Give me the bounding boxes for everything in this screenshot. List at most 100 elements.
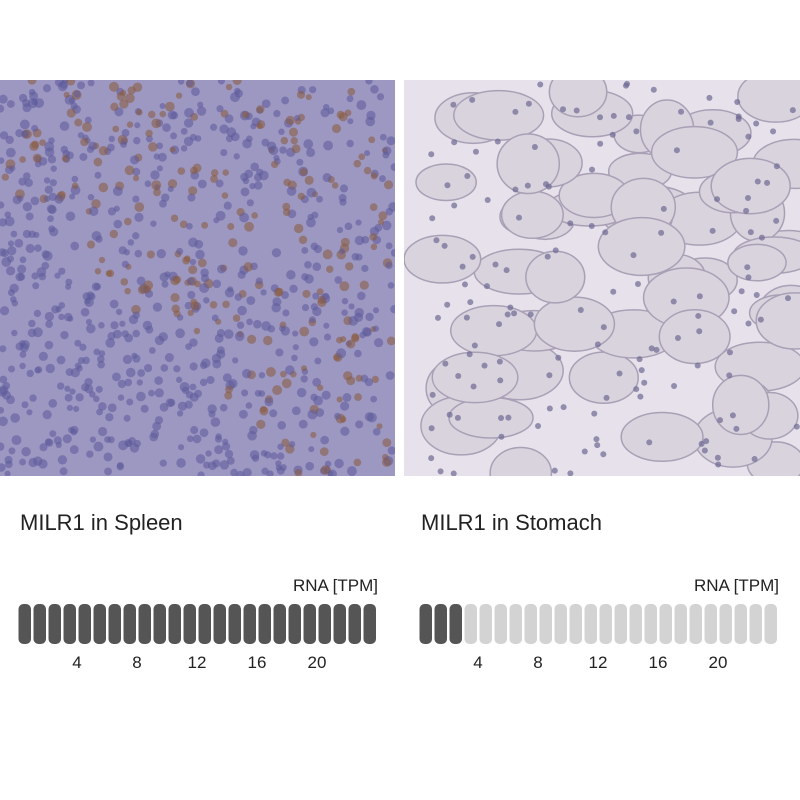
cell xyxy=(369,203,378,211)
cell xyxy=(98,145,109,156)
cell xyxy=(88,391,96,398)
cell xyxy=(331,124,342,134)
cell xyxy=(65,278,73,286)
cell xyxy=(385,242,393,250)
cell xyxy=(137,285,147,295)
cell xyxy=(208,410,216,418)
nucleus xyxy=(744,195,751,202)
cell xyxy=(122,354,133,365)
cell xyxy=(261,321,272,331)
cell xyxy=(300,375,308,383)
nucleus xyxy=(481,362,488,369)
cell xyxy=(374,338,384,348)
cell xyxy=(270,452,278,460)
nucleus xyxy=(637,393,644,400)
cell xyxy=(10,230,18,238)
cell xyxy=(244,221,254,232)
cell xyxy=(234,293,243,301)
cell xyxy=(145,325,154,334)
cell xyxy=(203,297,210,304)
nucleus xyxy=(552,247,559,254)
cell xyxy=(266,470,274,476)
cell xyxy=(211,353,222,364)
cell xyxy=(75,393,84,402)
cell xyxy=(176,458,186,468)
cell xyxy=(65,283,72,290)
nucleus xyxy=(751,455,758,462)
cell xyxy=(372,307,380,314)
nucleus xyxy=(694,362,701,369)
cell xyxy=(151,180,162,191)
cell xyxy=(130,155,140,165)
cell xyxy=(97,360,105,369)
cell xyxy=(170,293,180,303)
cell xyxy=(29,141,39,151)
cell xyxy=(336,396,343,403)
cell xyxy=(323,333,332,341)
nucleus xyxy=(703,438,710,445)
cell xyxy=(44,141,55,152)
cell xyxy=(256,419,266,430)
cell xyxy=(294,114,301,122)
cell xyxy=(240,187,250,197)
cell xyxy=(242,138,252,149)
cell xyxy=(170,132,178,140)
cell xyxy=(105,413,114,422)
cell xyxy=(112,186,123,197)
nucleus xyxy=(744,264,751,271)
cell xyxy=(298,235,308,245)
cell xyxy=(0,442,5,451)
cell xyxy=(243,262,253,272)
cell xyxy=(282,202,291,211)
cell xyxy=(210,123,218,131)
cell xyxy=(120,278,129,286)
nucleus xyxy=(673,147,680,154)
nucleus xyxy=(745,133,752,140)
cell xyxy=(224,114,234,124)
cell xyxy=(271,303,281,313)
nucleus xyxy=(442,360,449,367)
cell xyxy=(223,201,232,210)
cell xyxy=(278,128,285,135)
cell xyxy=(314,357,322,365)
cell xyxy=(189,383,197,391)
segment-filled xyxy=(168,604,181,644)
cell xyxy=(289,284,298,294)
cell xyxy=(236,470,245,476)
nucleus xyxy=(593,436,600,443)
gland xyxy=(533,296,616,352)
nucleus xyxy=(441,242,448,249)
cell xyxy=(143,363,153,373)
cell xyxy=(148,347,156,354)
nucleus xyxy=(511,310,518,317)
cell xyxy=(232,314,241,322)
cell xyxy=(117,379,127,389)
cell xyxy=(310,431,317,438)
cell xyxy=(312,306,322,317)
nucleus xyxy=(429,215,436,222)
cell xyxy=(187,290,196,299)
cell xyxy=(354,235,365,246)
cell xyxy=(355,219,362,226)
cell xyxy=(336,348,347,359)
cell xyxy=(382,146,392,156)
cell xyxy=(177,401,187,411)
nucleus xyxy=(773,163,780,170)
cell xyxy=(227,286,234,293)
nucleus xyxy=(745,274,752,281)
nucleus xyxy=(464,172,471,179)
cell xyxy=(97,426,108,437)
cell xyxy=(238,246,248,256)
cell xyxy=(291,144,301,154)
cell xyxy=(70,102,78,110)
segment-filled xyxy=(258,604,271,644)
cell xyxy=(230,132,240,142)
cell xyxy=(381,220,392,231)
nucleus xyxy=(433,237,440,244)
cell xyxy=(256,123,263,130)
segment-filled xyxy=(48,604,61,644)
cell xyxy=(145,135,153,143)
cell xyxy=(44,340,54,350)
cell xyxy=(66,108,76,118)
nucleus xyxy=(735,116,742,123)
